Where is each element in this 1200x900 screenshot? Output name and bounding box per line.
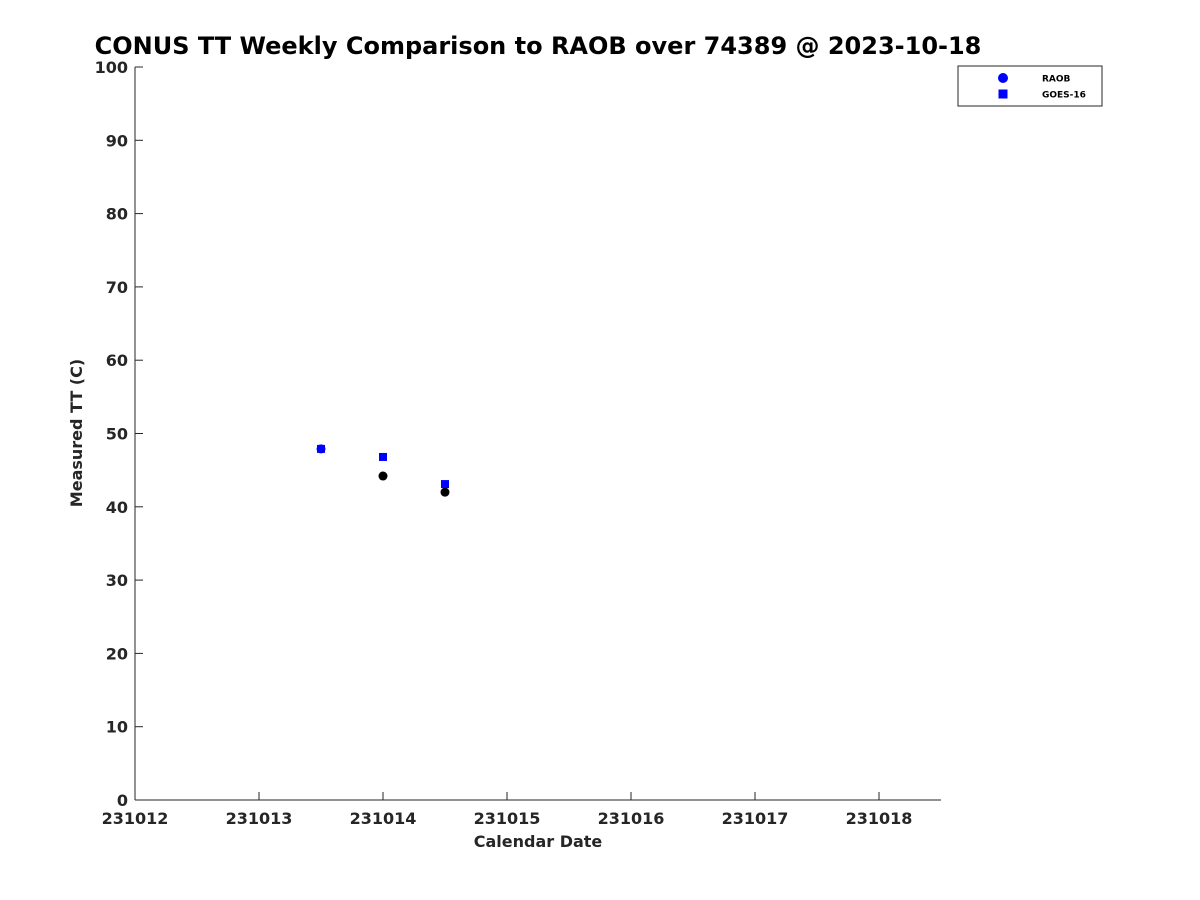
x-tick-label: 231015: [474, 809, 541, 828]
x-axis-label: Calendar Date: [474, 832, 603, 851]
y-axis-label: Measured TT (C): [67, 359, 86, 507]
y-tick-label: 90: [106, 131, 128, 150]
legend: RAOB GOES-16: [957, 65, 1103, 107]
legend-raob-label: RAOB: [1042, 75, 1071, 85]
ticks: 0 10 20 30 40 50 60 70 80 90 100 231012 231013 231014…: [95, 58, 913, 828]
y-tick-label: 70: [106, 278, 128, 297]
y-tick-label: 20: [106, 644, 128, 663]
legend-goes16-marker: [998, 89, 1008, 99]
raob-point: [440, 487, 450, 497]
axes: [134, 67, 941, 801]
y-tick-label: 30: [106, 571, 128, 590]
x-tick-label: 231012: [102, 809, 169, 828]
y-tick-label: 50: [106, 425, 128, 444]
y-tick-label: 10: [106, 718, 128, 737]
chart-title: CONUS TT Weekly Comparison to RAOB over …: [95, 32, 982, 60]
goes16-point: [317, 444, 325, 453]
x-tick-label: 231017: [722, 809, 789, 828]
x-tick-label: 231013: [226, 809, 293, 828]
x-tick-label: 231014: [350, 809, 417, 828]
raob-point: [378, 471, 388, 481]
legend-raob-marker: [998, 73, 1008, 83]
y-tick-label: 80: [106, 205, 128, 224]
x-tick-label: 231016: [598, 809, 665, 828]
x-tick-label: 231018: [846, 809, 913, 828]
y-tick-label: 40: [106, 498, 128, 517]
y-tick-label: 60: [106, 351, 128, 370]
y-tick-label: 0: [117, 791, 128, 810]
legend-goes16-label: GOES-16: [1042, 91, 1086, 101]
y-tick-label: 100: [95, 58, 128, 77]
goes16-point: [441, 480, 449, 489]
legend-box: [957, 65, 1103, 107]
data-points: [316, 444, 450, 497]
goes16-point: [379, 452, 387, 461]
